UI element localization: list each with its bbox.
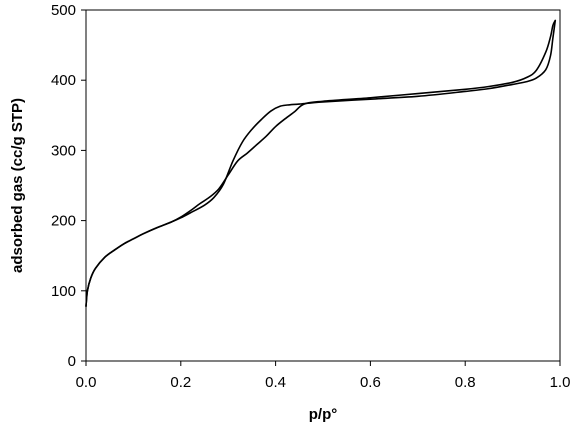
y-axis-title: adsorbed gas (cc/g STP)	[9, 98, 26, 273]
y-tick-label: 500	[51, 2, 76, 19]
y-tick-label: 200	[51, 213, 76, 230]
x-tick-label: 0.6	[360, 374, 381, 391]
y-tick-label: 300	[51, 142, 76, 159]
plot-area-frame	[85, 9, 561, 362]
x-axis-title: p/p°	[309, 406, 338, 423]
series-line-2	[85, 19, 557, 308]
series-line-1	[85, 19, 557, 308]
x-tick-label: 0.4	[265, 374, 286, 391]
y-tick-label: 100	[51, 283, 76, 300]
x-tick-label: 0.0	[76, 374, 97, 391]
y-tick-label: 0	[68, 353, 76, 370]
y-tick-label: 400	[51, 72, 76, 89]
x-tick-label: 1.0	[550, 374, 571, 391]
x-tick-label: 0.8	[455, 374, 476, 391]
x-tick-label: 0.2	[170, 374, 191, 391]
